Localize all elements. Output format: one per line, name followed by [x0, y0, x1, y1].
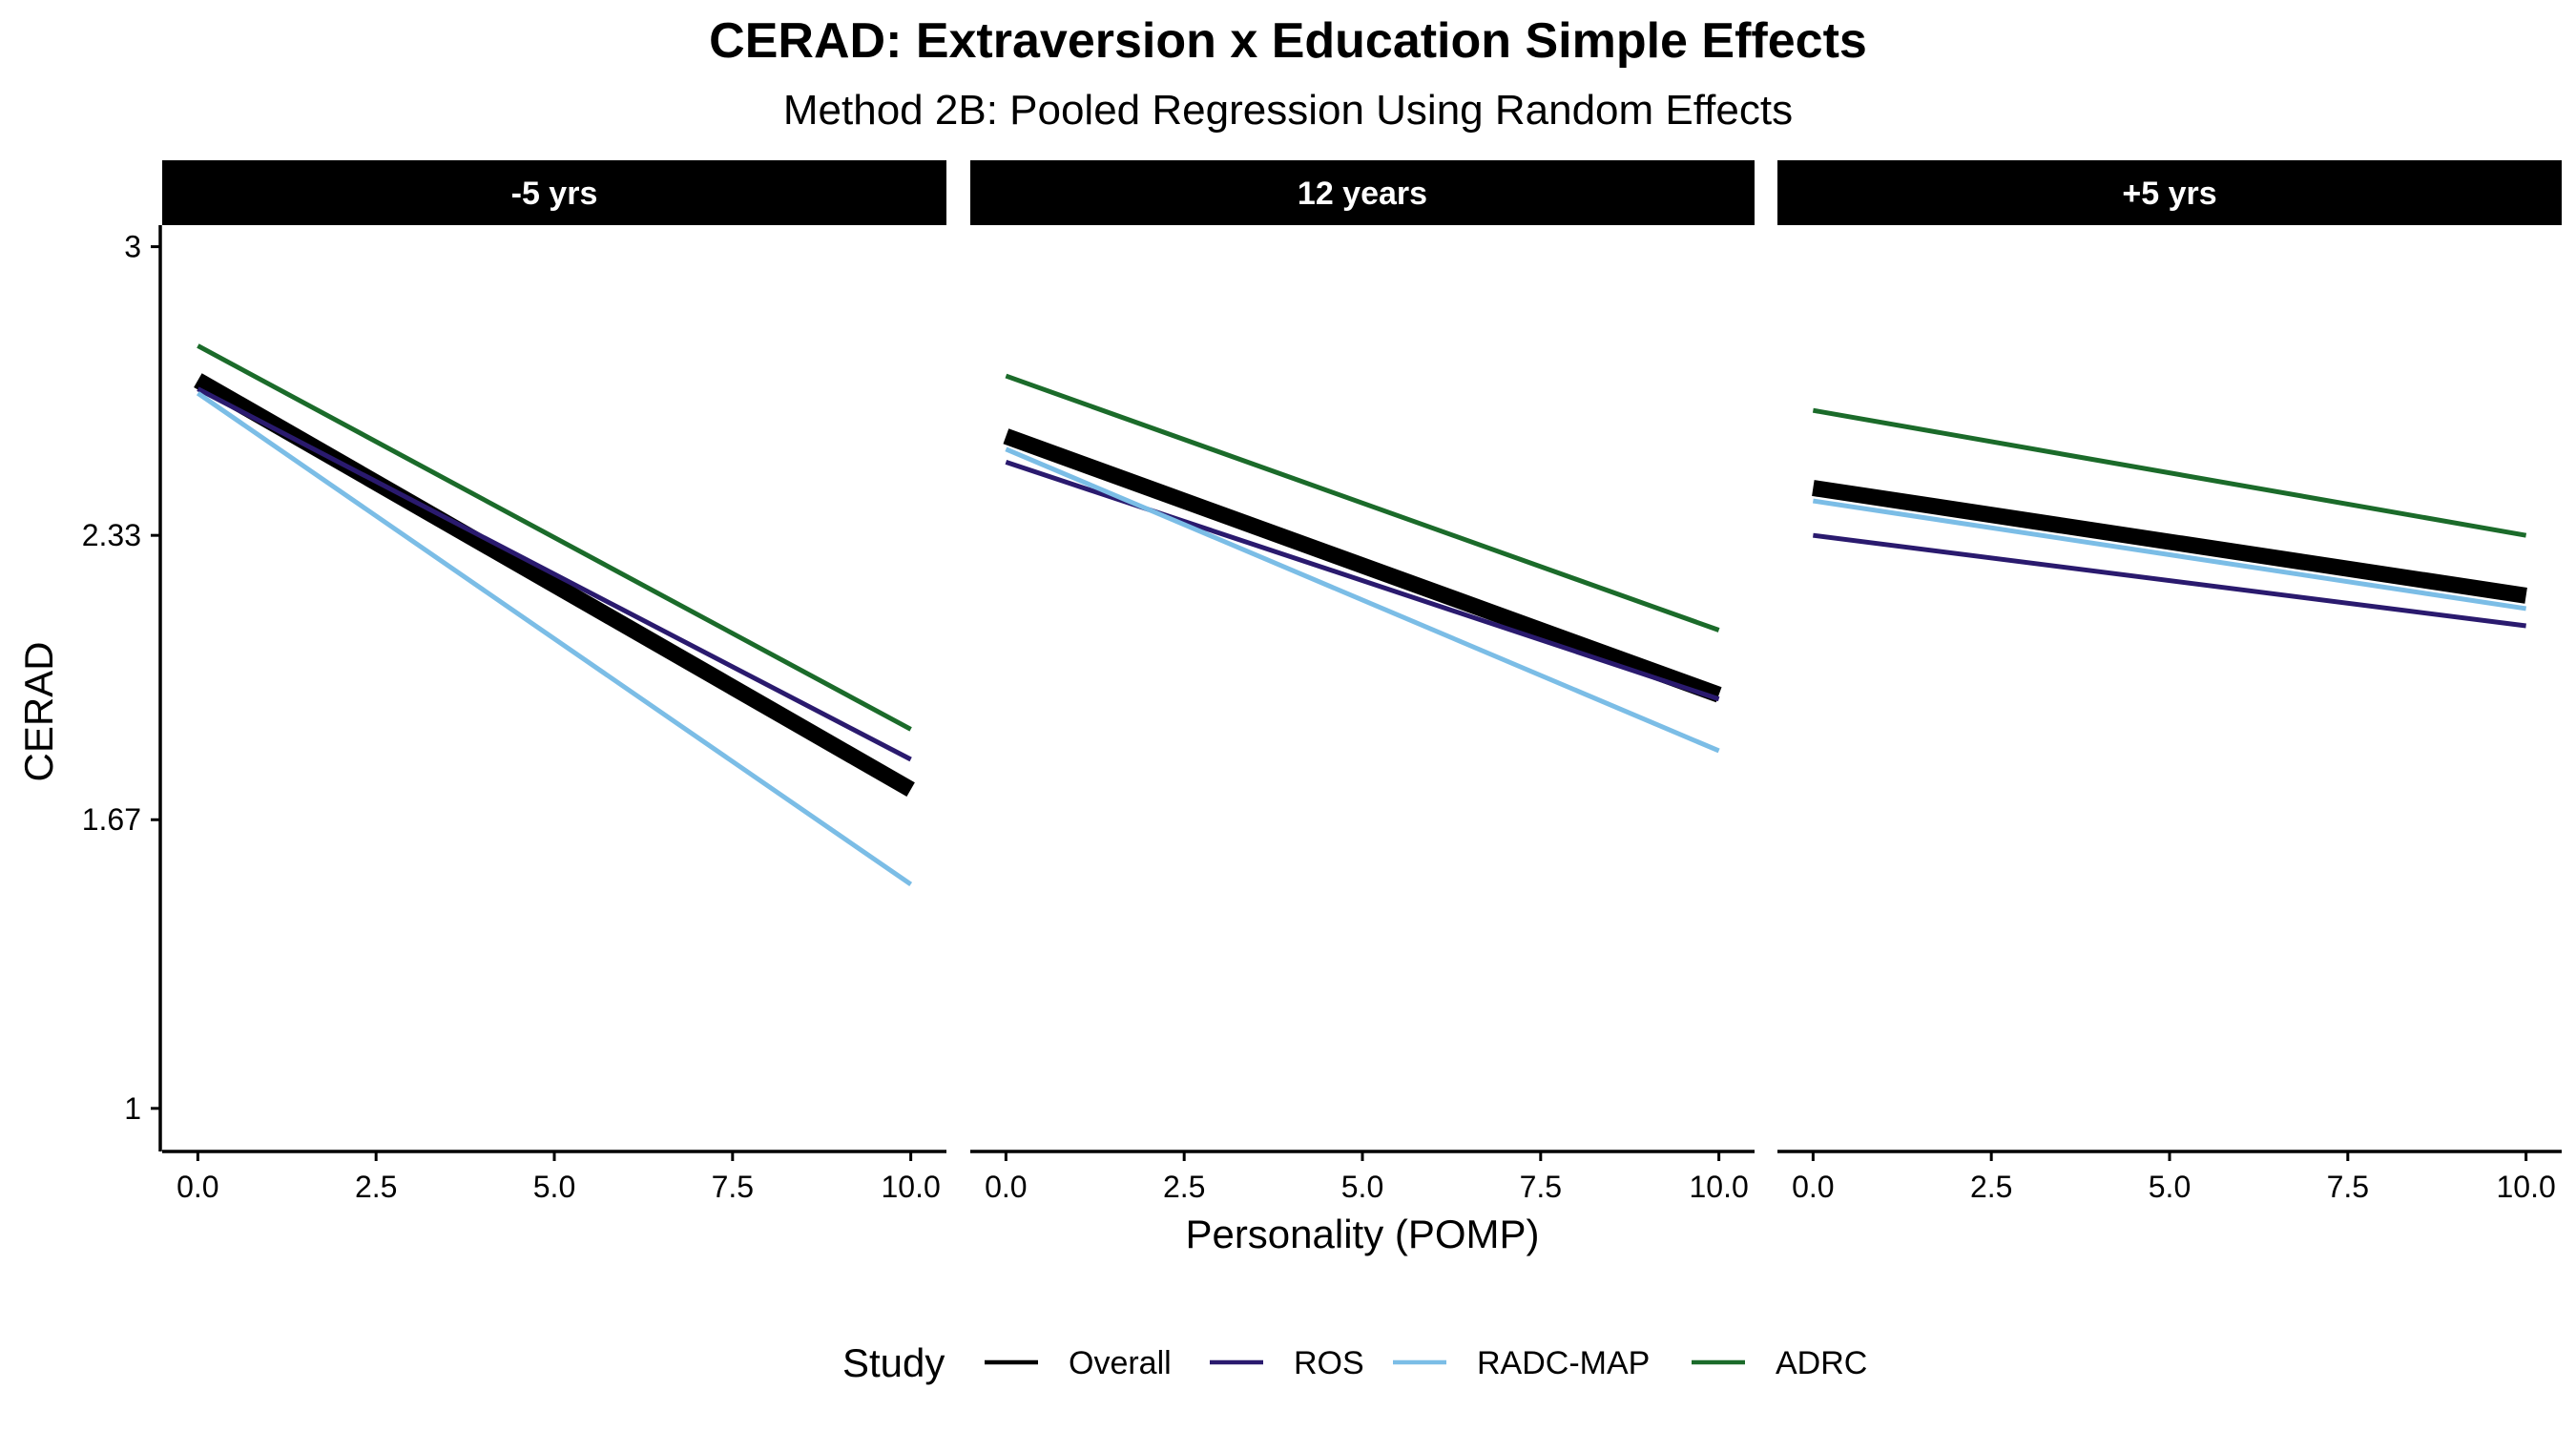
x-tick-label: 5.0	[2149, 1170, 2191, 1204]
series-line-overall	[1003, 428, 1722, 703]
x-tick-label: 10.0	[2496, 1170, 2555, 1204]
chart-subtitle: Method 2B: Pooled Regression Using Rando…	[783, 87, 1793, 134]
x-tick-label: 5.0	[1341, 1170, 1383, 1204]
y-tick-label: 2.33	[82, 518, 141, 552]
x-tick-label: 2.5	[355, 1170, 397, 1204]
legend-label: RADC-MAP	[1477, 1345, 1650, 1381]
facet-strip	[970, 160, 1755, 225]
facet-panels: -5 yrs 0.0 2.5 5.0 7.5 10.0 12 years 0.0 2.5 5.0 7…	[162, 160, 2562, 1204]
facet-strip-label: 12 years	[1298, 176, 1427, 212]
x-tick-label: 2.5	[1970, 1170, 2012, 1204]
chart-title: CERAD: Extraversion x Education Simple E…	[709, 13, 1867, 69]
series-line-radc-map	[196, 391, 913, 887]
series-line-ros	[197, 386, 912, 762]
x-tick-label: 10.0	[1689, 1170, 1748, 1204]
facet-panel-2: 12 years 0.0 2.5 5.0 7.5 10.0	[970, 160, 1755, 1204]
y-tick-label: 1	[124, 1091, 141, 1126]
facet-strip-label: +5 yrs	[2122, 176, 2216, 212]
facet-panel-3: +5 yrs 0.0 2.5 5.0 7.5 10.0	[1777, 160, 2562, 1204]
legend-label: Overall	[1069, 1345, 1172, 1381]
y-tick-label: 3	[124, 230, 141, 264]
x-tick-label: 7.5	[2327, 1170, 2369, 1204]
x-axis-title: Personality (POMP)	[1185, 1212, 1539, 1256]
x-tick-label: 7.5	[712, 1170, 754, 1204]
x-tick-label: 0.0	[1792, 1170, 1834, 1204]
legend-label: ROS	[1294, 1345, 1364, 1381]
facet-panel-1: -5 yrs 0.0 2.5 5.0 7.5 10.0	[162, 160, 946, 1204]
facet-strip	[1777, 160, 2562, 225]
legend-label: ADRC	[1776, 1345, 1867, 1381]
series-line-adrc	[1005, 373, 1720, 633]
series-line-ros	[1813, 532, 2526, 629]
x-tick-label: 7.5	[1520, 1170, 1562, 1204]
x-tick-label: 0.0	[985, 1170, 1027, 1204]
series-line-radc-map	[1812, 498, 2527, 612]
y-axis-title: CERAD	[16, 641, 61, 781]
series-line-overall	[1812, 480, 2527, 604]
facet-strip	[162, 160, 946, 225]
legend: Study Overall ROS RADC-MAP ADRC	[842, 1340, 1867, 1385]
facet-strip-label: -5 yrs	[511, 176, 598, 212]
x-tick-label: 2.5	[1163, 1170, 1205, 1204]
y-axis: 1 1.67 2.33 3	[82, 225, 162, 1151]
series-line-adrc	[1812, 407, 2527, 538]
x-tick-label: 5.0	[533, 1170, 575, 1204]
x-tick-label: 10.0	[881, 1170, 940, 1204]
legend-title: Study	[842, 1340, 945, 1385]
x-tick-label: 0.0	[177, 1170, 218, 1204]
y-tick-label: 1.67	[82, 802, 141, 837]
series-line-radc-map	[1005, 446, 1720, 754]
series-line-adrc	[197, 343, 912, 732]
